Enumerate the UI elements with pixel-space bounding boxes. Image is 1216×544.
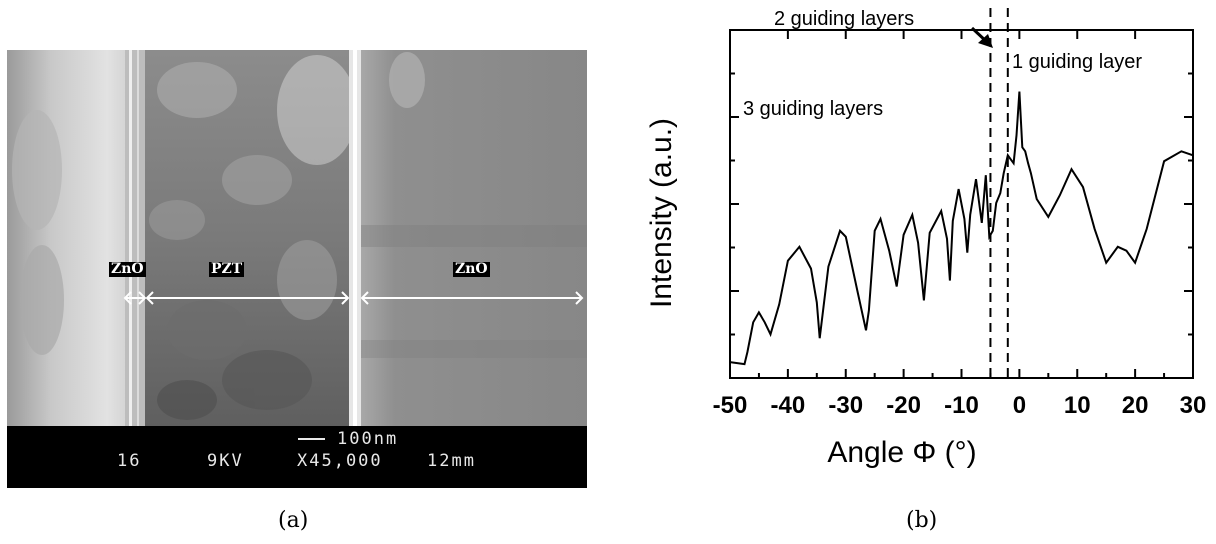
working-distance: 12mm bbox=[427, 451, 476, 471]
plot-frame bbox=[729, 29, 1194, 379]
frame-number: 16 bbox=[117, 451, 142, 471]
three-guiding-layers-label: 3 guiding layers bbox=[743, 98, 883, 120]
intensity-series-line bbox=[729, 91, 1194, 366]
x-tick-label: -20 bbox=[886, 392, 921, 419]
x-tick-label: -10 bbox=[944, 392, 979, 419]
x-tick-label: -50 bbox=[713, 392, 748, 419]
x-axis-label: Angle Φ (°) bbox=[827, 436, 976, 469]
accelerating-voltage: 9KV bbox=[207, 451, 244, 471]
zno-left-label: ZnO bbox=[109, 261, 146, 277]
sem-info-bar: 100nm 16 9KV X45,000 12mm bbox=[7, 426, 587, 488]
intensity-chart: -50 -40 -30 -20 -10 0 10 20 30 Intensity (a.u.) … bbox=[645, 8, 1207, 469]
scale-bar bbox=[298, 438, 325, 440]
sem-image bbox=[7, 50, 587, 426]
annotation-arrow bbox=[970, 26, 993, 48]
caption-b: (b) bbox=[906, 508, 938, 533]
x-tick-label: -30 bbox=[828, 392, 863, 419]
x-tick-label: 30 bbox=[1180, 392, 1207, 419]
caption-a: (a) bbox=[278, 508, 309, 533]
one-guiding-layer-label: 1 guiding layer bbox=[1012, 51, 1142, 73]
x-tick-label: 10 bbox=[1064, 392, 1091, 419]
x-tick-label: 20 bbox=[1122, 392, 1149, 419]
scale-bar-label: 100nm bbox=[337, 429, 399, 449]
zno-right-label: ZnO bbox=[453, 261, 490, 277]
x-tick-label: 0 bbox=[1013, 392, 1026, 419]
x-tick-label: -40 bbox=[771, 392, 806, 419]
dimension-arrows bbox=[123, 291, 584, 305]
pzt-label: PZT bbox=[209, 261, 245, 277]
y-axis-label: Intensity (a.u.) bbox=[645, 118, 678, 308]
sem-micrograph-panel: ZnO PZT ZnO 100nm 16 9KV X45,000 12mm bbox=[7, 50, 587, 488]
two-guiding-layers-label: 2 guiding layers bbox=[774, 8, 914, 30]
magnification: X45,000 bbox=[297, 451, 383, 471]
